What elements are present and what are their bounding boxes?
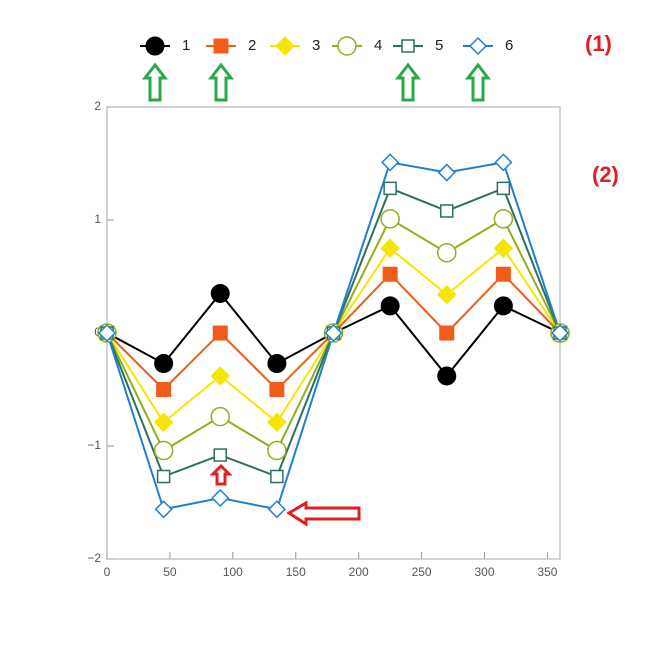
point xyxy=(267,500,286,519)
point xyxy=(437,163,456,182)
point xyxy=(153,412,174,432)
x-tick-label: 100 xyxy=(223,565,243,579)
arrow xyxy=(394,62,422,102)
point xyxy=(437,366,457,386)
point xyxy=(496,181,511,196)
point xyxy=(380,296,400,316)
point xyxy=(269,382,285,397)
legend-marker xyxy=(145,36,165,56)
arrow xyxy=(464,62,492,102)
point xyxy=(437,243,457,263)
point xyxy=(494,153,513,172)
x-tick-label: 0 xyxy=(104,565,111,579)
y-tick-label: 2 xyxy=(94,99,101,113)
legend-label: 6 xyxy=(505,37,513,54)
point xyxy=(493,209,514,229)
point xyxy=(324,323,343,343)
legend-label: 4 xyxy=(374,37,382,54)
arrow xyxy=(209,463,233,486)
point xyxy=(267,412,287,432)
annotation: (1) xyxy=(585,31,612,56)
point xyxy=(212,325,228,341)
point xyxy=(440,204,454,218)
x-tick-label: 150 xyxy=(286,565,306,579)
x-tick-label: 50 xyxy=(163,565,177,579)
x-tick-label: 300 xyxy=(474,565,494,579)
arrow xyxy=(286,500,361,527)
point xyxy=(493,296,513,316)
point xyxy=(383,181,397,196)
point xyxy=(153,440,174,461)
legend-label: 5 xyxy=(435,37,443,54)
point xyxy=(439,325,455,341)
point xyxy=(154,500,173,519)
y-tick-label: −1 xyxy=(87,438,101,452)
annotation: (2) xyxy=(592,162,619,187)
point xyxy=(495,266,511,282)
legend-label: 2 xyxy=(248,37,256,54)
point xyxy=(210,406,230,427)
legend-label: 3 xyxy=(312,37,320,54)
arrow xyxy=(141,62,169,102)
point xyxy=(270,469,284,484)
legend-marker xyxy=(468,36,488,56)
point xyxy=(380,209,400,229)
point xyxy=(213,448,227,462)
legend-marker xyxy=(401,39,415,53)
point xyxy=(437,284,457,305)
point xyxy=(550,323,570,343)
point xyxy=(267,354,287,374)
point xyxy=(382,266,398,282)
x-tick-label: 350 xyxy=(537,565,557,579)
legend-marker xyxy=(275,36,295,56)
point xyxy=(493,238,514,258)
legend-marker xyxy=(213,38,229,54)
point xyxy=(267,440,287,461)
point xyxy=(97,323,117,343)
point xyxy=(210,366,230,386)
green-arrows xyxy=(141,62,492,102)
legend-marker xyxy=(337,36,357,56)
x-tick-label: 200 xyxy=(349,565,369,579)
y-tick-label: 1 xyxy=(94,212,101,226)
point xyxy=(380,238,400,258)
x-tick-label: 250 xyxy=(412,565,432,579)
arrow xyxy=(207,62,235,102)
point xyxy=(154,354,174,374)
y-tick-label: −2 xyxy=(87,551,101,565)
point xyxy=(156,469,171,484)
legend-label: 1 xyxy=(182,37,190,54)
point xyxy=(211,488,230,508)
point xyxy=(156,382,172,397)
red-arrows xyxy=(209,463,361,527)
point xyxy=(381,153,400,172)
point xyxy=(210,283,230,303)
